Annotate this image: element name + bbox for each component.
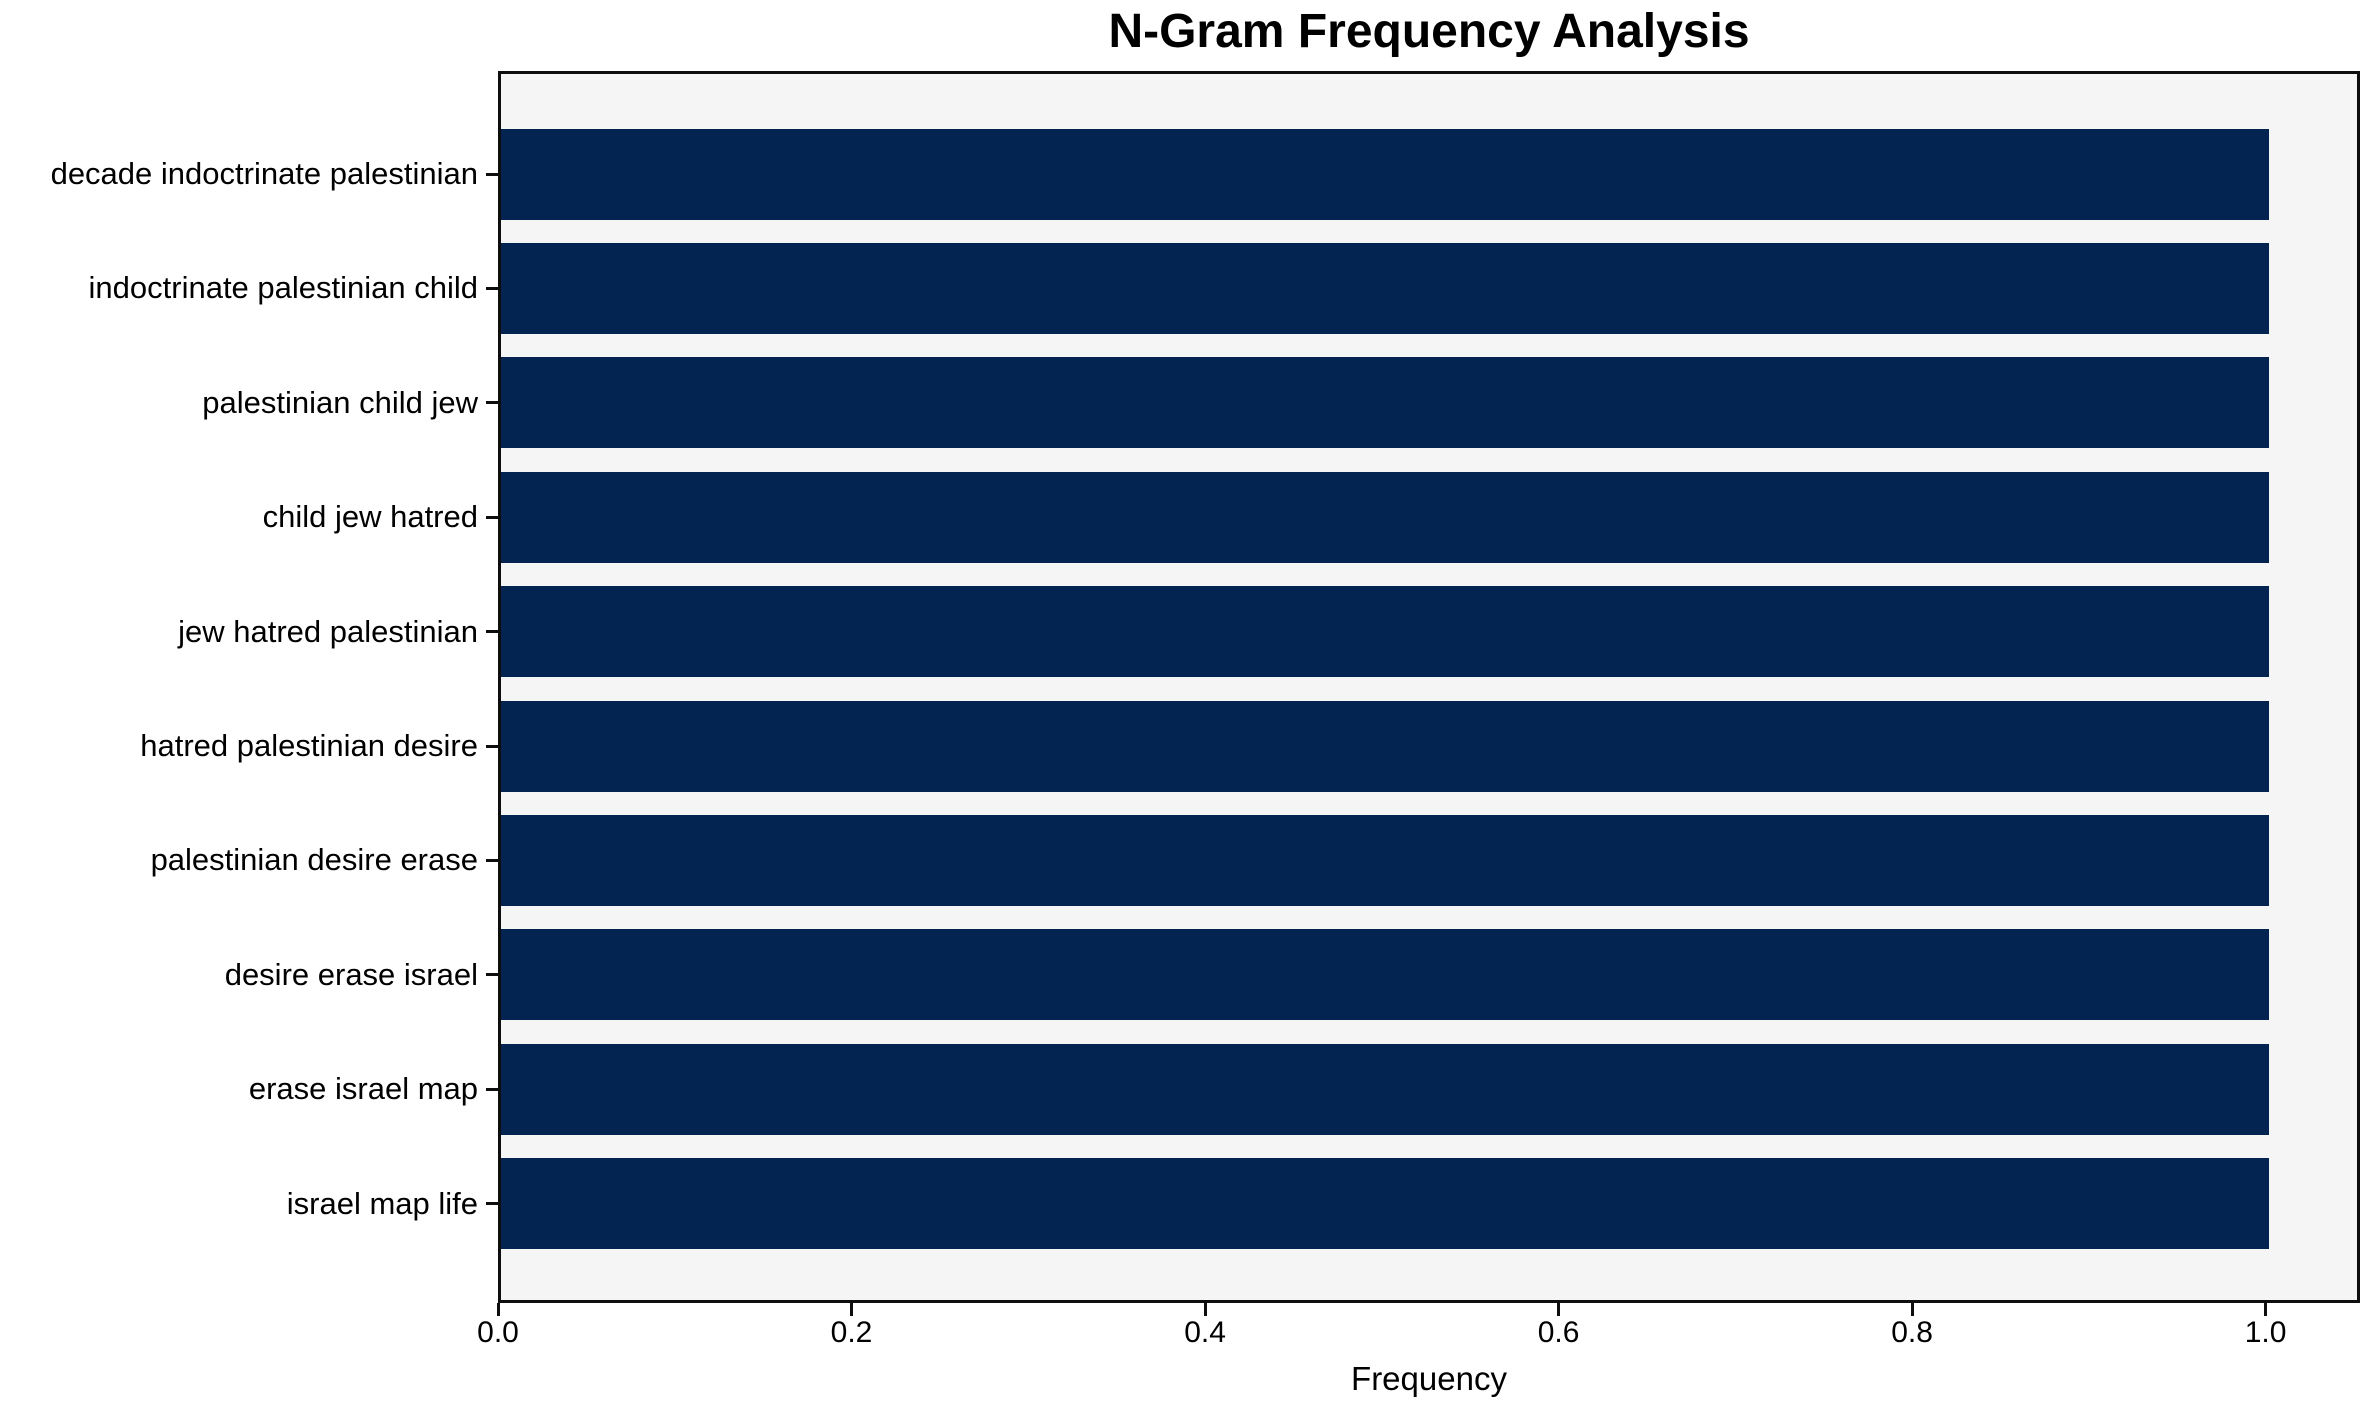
bar xyxy=(501,128,2269,220)
x-tick-mark xyxy=(850,1303,854,1316)
y-tick-label: decade indoctrinate palestinian xyxy=(50,156,478,191)
y-tick-label: child jew hatred xyxy=(262,499,478,535)
y-tick-label: israel map life xyxy=(286,1185,478,1221)
bar xyxy=(501,700,2269,792)
bar xyxy=(501,586,2269,678)
x-tick-label: 0.8 xyxy=(1891,1316,1933,1349)
y-tick-label: jew hatred palestinian xyxy=(178,613,478,649)
y-tick-label: palestinian child jew xyxy=(202,384,478,420)
bar xyxy=(501,1043,2269,1135)
y-tick-label: desire erase israel xyxy=(224,956,478,992)
x-tick-mark xyxy=(1203,1303,1207,1316)
y-tick-label: indoctrinate palestinian child xyxy=(88,270,478,306)
x-tick-label: 0.2 xyxy=(830,1316,873,1349)
x-tick-mark xyxy=(496,1303,500,1316)
bar xyxy=(501,357,2269,449)
bar xyxy=(501,1158,2269,1250)
y-tick-mark xyxy=(486,858,498,862)
y-tick-mark xyxy=(486,286,498,290)
x-tick-mark xyxy=(1910,1303,1914,1316)
y-tick-mark xyxy=(486,401,498,405)
plot-area xyxy=(498,71,2360,1303)
x-tick-label: 1.0 xyxy=(2244,1316,2287,1349)
x-tick-label: 0.0 xyxy=(477,1316,519,1349)
y-tick-mark xyxy=(486,744,498,748)
x-tick-mark xyxy=(2264,1303,2268,1316)
y-tick-mark xyxy=(486,515,498,519)
chart-title: N-Gram Frequency Analysis xyxy=(1108,5,1750,58)
y-tick-mark xyxy=(486,1202,498,1206)
x-tick-label: 0.4 xyxy=(1184,1316,1226,1349)
bar xyxy=(501,242,2269,334)
y-tick-mark xyxy=(486,973,498,977)
y-tick-mark xyxy=(486,172,498,176)
y-tick-label: hatred palestinian desire xyxy=(140,728,478,763)
bar xyxy=(501,471,2269,563)
bar xyxy=(501,814,2269,906)
x-tick-label: 0.6 xyxy=(1537,1316,1580,1349)
bar xyxy=(501,929,2269,1021)
y-tick-mark xyxy=(486,1087,498,1091)
y-tick-mark xyxy=(486,630,498,634)
x-axis-title: Frequency xyxy=(1351,1360,1507,1397)
x-tick-mark xyxy=(1557,1303,1561,1316)
y-tick-label: erase israel map xyxy=(248,1071,478,1107)
y-tick-label: palestinian desire erase xyxy=(150,842,478,878)
